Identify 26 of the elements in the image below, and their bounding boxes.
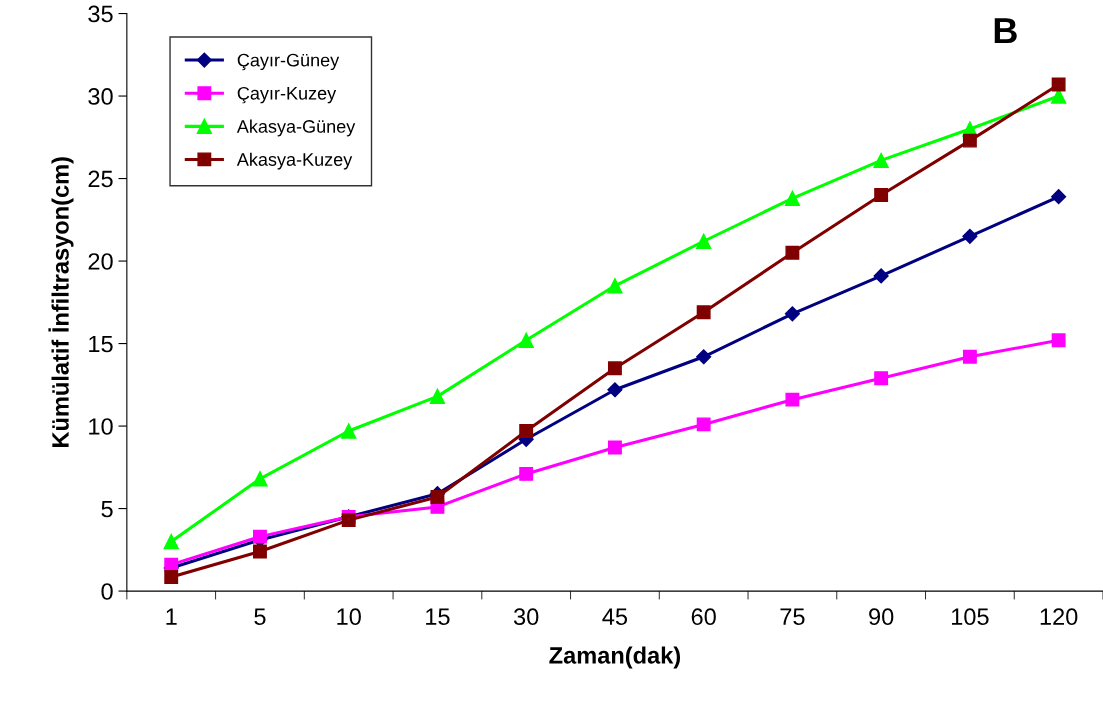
y-tick-label: 35 — [88, 5, 113, 23]
y-axis-title: Kümülatif İnfiltrasyon(cm) — [48, 157, 74, 447]
x-axis-title: Zaman(dak) — [549, 646, 681, 669]
x-tick-label: 75 — [780, 608, 805, 626]
x-tick-label: 5 — [254, 608, 266, 626]
x-tick-label: 1 — [166, 608, 177, 625]
annotation: B — [994, 18, 1017, 44]
x-tick-label: 45 — [602, 608, 628, 626]
y-tick-label: 15 — [89, 335, 113, 353]
x-tick-label: 120 — [1040, 608, 1078, 626]
legend-label: Çayır-Güney — [237, 53, 340, 71]
legend-label: Çayır-Kuzey — [237, 86, 337, 104]
x-tick-label: 105 — [951, 608, 989, 626]
y-tick-label: 25 — [88, 170, 113, 188]
y-tick-label: 5 — [101, 500, 113, 518]
x-tick-label: 60 — [691, 608, 716, 626]
x-tick-label: 90 — [869, 608, 894, 626]
y-tick-label: 30 — [88, 88, 113, 105]
y-tick-label: 0 — [101, 583, 113, 600]
x-tick-label: 15 — [426, 608, 450, 626]
legend-label: Akasya-Güney — [236, 119, 356, 137]
x-tick-label: 10 — [337, 608, 361, 626]
y-tick-label: 10 — [89, 418, 113, 435]
legend-label: Akasya-Kuzey — [236, 152, 353, 170]
x-tick-label: 30 — [513, 608, 539, 626]
y-tick-label: 20 — [88, 253, 113, 270]
